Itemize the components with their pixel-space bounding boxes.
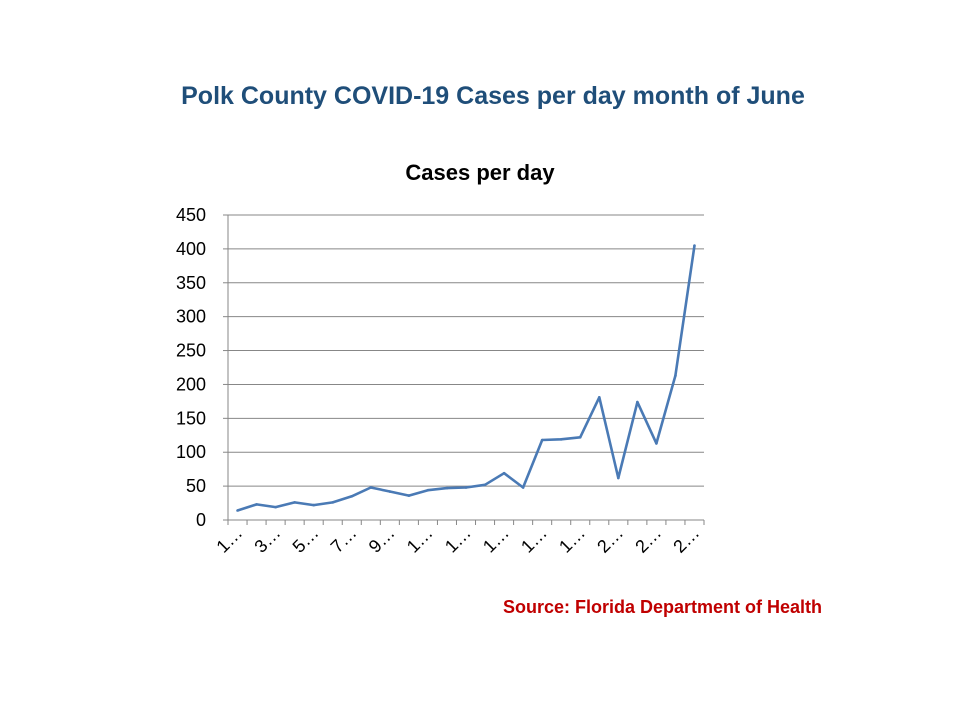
y-tick-label: 350 [176,273,206,293]
data-point [502,471,506,475]
y-tick-label: 300 [176,307,206,327]
x-tick-label: 2… [593,523,627,557]
data-point [426,488,430,492]
data-point [350,494,354,498]
data-point [407,494,411,497]
y-tick-label: 50 [186,476,206,496]
x-tick-label: 3… [250,523,284,557]
data-point [597,396,601,399]
data-point [274,505,277,509]
data-point [331,501,335,504]
x-tick-label: 1… [212,523,246,557]
data-point [293,501,296,504]
data-point [464,486,468,489]
x-tick-label: 1… [441,523,475,557]
data-point [521,486,525,489]
x-tick-label: 1… [479,523,513,557]
data-point [674,374,677,377]
y-tick-label: 200 [176,374,206,394]
data-point [617,476,620,480]
data-point [693,244,696,247]
y-tick-label: 450 [176,205,206,225]
x-tick-label: 9… [365,523,399,557]
data-point [255,503,258,506]
data-point [559,438,563,441]
series-line [237,245,696,512]
y-tick-label: 0 [196,510,206,530]
data-point [369,486,373,489]
x-tick-label: 5… [289,523,323,557]
data-point [312,503,315,507]
data-point [388,490,392,493]
data-point [636,400,639,404]
y-tick-label: 100 [176,442,206,462]
slide-title: Polk County COVID-19 Cases per day month… [181,82,805,110]
data-point [483,483,487,487]
x-tick-label: 2… [631,523,665,557]
chart-title: Cases per day [405,160,555,185]
y-tick-label: 150 [176,408,206,428]
data-point [445,486,449,490]
source-note: Source: Florida Department of Health [502,597,822,617]
data-point [655,442,658,445]
x-tick-label: 7… [327,523,361,557]
data-point [578,436,582,439]
x-tick-label: 1… [555,523,589,557]
data-point [540,438,544,442]
x-tick-label: 1… [403,523,437,557]
data-point [236,509,239,512]
y-tick-label: 250 [176,341,206,361]
y-tick-label: 400 [176,239,206,259]
x-tick-label: 1… [517,523,551,557]
x-tick-label: 2… [669,523,703,557]
